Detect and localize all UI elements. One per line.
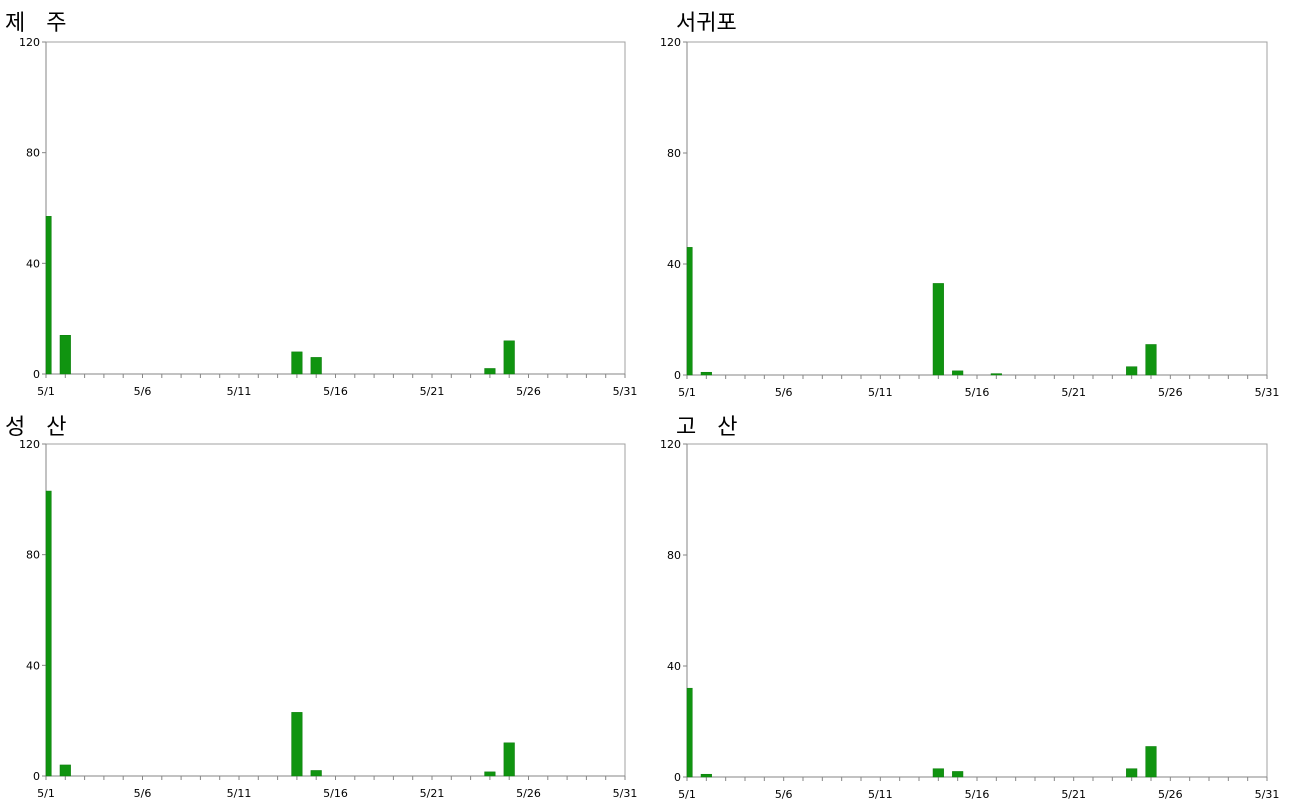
x-tick-label: 5/26 xyxy=(516,787,541,800)
x-tick-label: 5/31 xyxy=(1255,386,1280,399)
bar xyxy=(503,742,515,777)
bar xyxy=(45,216,52,375)
x-tick-label: 5/1 xyxy=(678,788,696,801)
bar xyxy=(310,357,322,375)
bar xyxy=(59,335,71,375)
bar xyxy=(952,771,964,778)
bar xyxy=(686,687,693,778)
bar xyxy=(952,370,964,376)
x-tick-label: 5/6 xyxy=(775,386,793,399)
y-tick-label: 80 xyxy=(26,147,40,160)
x-tick-label: 5/11 xyxy=(227,787,252,800)
y-tick-label: 80 xyxy=(26,549,40,562)
x-tick-label: 5/6 xyxy=(775,788,793,801)
x-tick-label: 5/31 xyxy=(1255,788,1280,801)
y-tick-label: 0 xyxy=(33,770,40,783)
y-tick-label: 40 xyxy=(26,257,40,270)
plot-area xyxy=(686,443,1268,778)
x-tick-label: 5/1 xyxy=(37,787,55,800)
bar xyxy=(310,770,322,777)
bar xyxy=(1145,746,1157,778)
y-tick-label: 120 xyxy=(19,36,40,49)
bar xyxy=(990,373,1002,376)
bar xyxy=(291,351,303,375)
bar xyxy=(503,340,515,375)
chart-title: 서귀포 xyxy=(676,11,737,36)
x-tick-label: 5/16 xyxy=(323,787,348,800)
bar xyxy=(686,247,693,376)
x-tick-label: 5/16 xyxy=(323,385,348,398)
bar xyxy=(484,368,496,375)
bar xyxy=(932,283,944,376)
chart-title: 제 주 xyxy=(5,11,67,36)
y-tick-label: 120 xyxy=(19,438,40,451)
x-tick-label: 5/6 xyxy=(134,385,152,398)
y-tick-label: 40 xyxy=(667,258,681,271)
y-tick-label: 80 xyxy=(667,147,681,160)
bar xyxy=(484,771,496,777)
y-tick-label: 40 xyxy=(26,659,40,672)
x-tick-label: 5/11 xyxy=(868,386,893,399)
x-tick-label: 5/21 xyxy=(420,787,445,800)
chart-title: 고 산 xyxy=(676,415,738,440)
bar xyxy=(1126,768,1138,778)
y-tick-label: 80 xyxy=(667,549,681,562)
x-tick-label: 5/26 xyxy=(1158,386,1183,399)
x-tick-label: 5/21 xyxy=(1061,386,1086,399)
x-tick-label: 5/31 xyxy=(613,787,638,800)
bar xyxy=(700,773,712,778)
x-tick-label: 5/21 xyxy=(420,385,445,398)
bar xyxy=(932,768,944,778)
bar xyxy=(700,371,712,376)
x-tick-label: 5/16 xyxy=(965,386,990,399)
x-tick-label: 5/16 xyxy=(965,788,990,801)
y-tick-label: 120 xyxy=(660,438,681,451)
x-tick-label: 5/11 xyxy=(868,788,893,801)
bar xyxy=(45,490,52,777)
x-tick-label: 5/6 xyxy=(134,787,152,800)
bar xyxy=(1126,366,1138,376)
y-tick-label: 0 xyxy=(674,771,681,784)
x-tick-label: 5/26 xyxy=(1158,788,1183,801)
y-tick-label: 0 xyxy=(674,369,681,382)
y-tick-label: 0 xyxy=(33,368,40,381)
bar xyxy=(59,764,71,777)
chart-title: 성 산 xyxy=(5,415,67,440)
x-tick-label: 5/21 xyxy=(1061,788,1086,801)
x-tick-label: 5/31 xyxy=(613,385,638,398)
x-tick-label: 5/26 xyxy=(516,385,541,398)
y-tick-label: 120 xyxy=(660,36,681,49)
y-tick-label: 40 xyxy=(667,660,681,673)
x-tick-label: 5/11 xyxy=(227,385,252,398)
x-tick-label: 5/1 xyxy=(678,386,696,399)
x-tick-label: 5/1 xyxy=(37,385,55,398)
bar xyxy=(1145,344,1157,376)
bar xyxy=(291,712,303,777)
